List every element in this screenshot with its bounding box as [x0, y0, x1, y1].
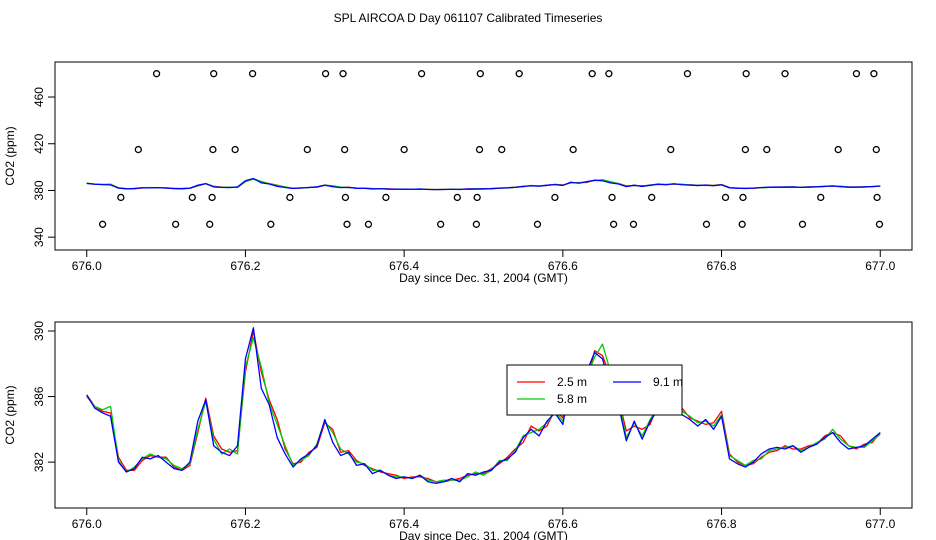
flag-point [475, 145, 484, 154]
flag-point [515, 70, 523, 78]
flag-point [798, 220, 807, 228]
x-tick-label: 676.4 [389, 259, 419, 273]
x-tick-label: 676.8 [707, 517, 737, 531]
flag-point [209, 145, 217, 154]
flag-point [248, 70, 257, 78]
flag-point [98, 220, 107, 228]
flag-point [134, 145, 142, 154]
flag-point [436, 220, 445, 228]
legend-label: 9.1 m [653, 375, 683, 389]
flag-point [364, 220, 373, 228]
flag-point [721, 193, 730, 202]
series-line [86, 336, 881, 483]
flag-point [870, 70, 878, 78]
x-tick-label: 677.0 [865, 259, 895, 273]
flag-point [834, 145, 842, 154]
flag-point [382, 193, 390, 202]
flag-point [321, 70, 330, 78]
flag-point [872, 145, 880, 154]
x-tick-label: 676.6 [548, 517, 578, 531]
y-tick-label: 420 [32, 133, 46, 153]
y-axis-label: CO2 (ppm) [3, 126, 17, 185]
y-tick-label: 380 [32, 180, 46, 200]
y-tick-label: 382 [32, 452, 46, 472]
flag-point [341, 193, 350, 202]
flag-point [453, 193, 461, 202]
flag-point [231, 145, 239, 154]
flag-point [629, 220, 638, 228]
flag-point [152, 70, 161, 78]
flag-point [875, 220, 884, 228]
flag-point [741, 145, 750, 154]
x-tick-label: 676.4 [389, 517, 419, 531]
flag-point [400, 145, 408, 154]
y-tick-label: 386 [32, 386, 46, 406]
flag-point [303, 145, 311, 154]
y-tick-label: 390 [32, 321, 46, 341]
x-tick-label: 676.0 [72, 517, 102, 531]
x-axis-label: Day since Dec. 31, 2004 (GMT) [399, 271, 568, 285]
flag-point [569, 145, 577, 154]
flag-point [206, 220, 214, 228]
flag-point [210, 70, 218, 78]
flag-point [417, 70, 426, 78]
flag-point [208, 193, 216, 202]
flag-point [738, 220, 746, 228]
flag-point [588, 70, 596, 78]
flag-point [472, 220, 481, 228]
flag-point [739, 193, 747, 202]
y-tick-label: 460 [32, 87, 46, 107]
flag-point [117, 193, 125, 202]
flag-point [609, 220, 618, 228]
legend-label: 2.5 m [557, 375, 587, 389]
legend-box [506, 364, 683, 416]
flag-point [648, 193, 656, 202]
figure-title: SPL AIRCOA D Day 061107 Calibrated Times… [334, 11, 603, 25]
flag-point [339, 70, 347, 78]
flag-point [340, 145, 349, 154]
flag-point [533, 220, 542, 228]
flag-point [476, 70, 484, 78]
flag-point [188, 193, 196, 202]
flag-point [343, 220, 351, 228]
flag-point [286, 193, 294, 202]
flag-point [267, 220, 275, 228]
x-tick-label: 677.0 [865, 517, 895, 531]
x-tick-label: 676.2 [230, 517, 260, 531]
series-line [86, 177, 881, 191]
flag-point [551, 193, 559, 202]
flag-point [852, 70, 861, 78]
flag-point [817, 193, 825, 202]
x-tick-label: 676.0 [72, 259, 102, 273]
flag-point [498, 145, 506, 154]
flag-point [873, 193, 881, 202]
legend-label: 5.8 m [557, 392, 587, 406]
x-tick-label: 676.6 [548, 259, 578, 273]
flag-point [683, 70, 692, 78]
flag-point [608, 193, 616, 202]
flag-point [171, 220, 180, 228]
flag-point [473, 193, 481, 202]
flag-point [667, 145, 675, 154]
flag-point [781, 70, 789, 78]
flag-point [763, 145, 771, 154]
y-axis-label: CO2 (ppm) [3, 385, 17, 444]
x-tick-label: 676.2 [230, 259, 260, 273]
flag-point [742, 70, 750, 78]
flag-point [605, 70, 613, 78]
y-tick-label: 340 [32, 227, 46, 247]
x-tick-label: 676.8 [707, 259, 737, 273]
x-axis-label: Day since Dec. 31, 2004 (GMT) [399, 529, 568, 540]
series-line [86, 327, 881, 485]
flag-point [702, 220, 711, 228]
